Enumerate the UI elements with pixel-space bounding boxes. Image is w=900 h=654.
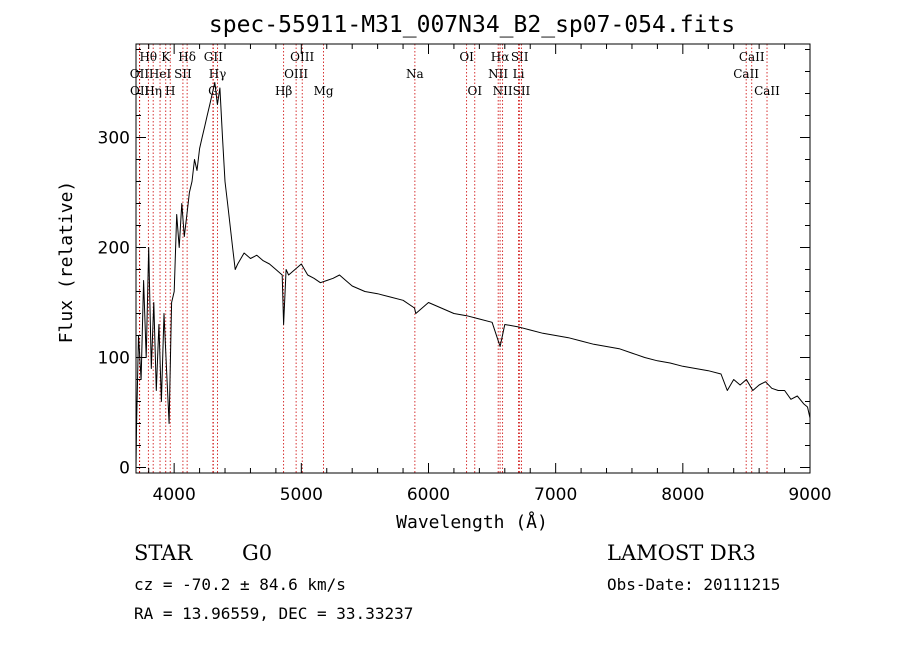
line-marker-label-15: Mg bbox=[314, 84, 334, 98]
x-tick-label-3: 7000 bbox=[534, 485, 577, 505]
line-marker-label-5: K bbox=[161, 50, 171, 64]
survey-name: LAMOST DR3 bbox=[607, 541, 756, 565]
x-tick-label-2: 6000 bbox=[407, 485, 450, 505]
line-marker-label-17: OI bbox=[459, 50, 474, 64]
line-marker-label-19: Hα bbox=[491, 50, 510, 64]
line-marker-label-18: OI bbox=[467, 84, 482, 98]
series-line-flux bbox=[135, 82, 811, 468]
x-axis-label: Wavelength (Å) bbox=[396, 511, 548, 533]
y-tick-label-2: 200 bbox=[98, 239, 130, 259]
line-marker-label-14: OIII bbox=[284, 67, 308, 81]
tick-group: 4000 5000 6000 7000 8000 9000 0 100 200 300 bbox=[98, 44, 832, 505]
object-subclass: G0 bbox=[242, 541, 272, 565]
line-marker-label-20: NII bbox=[488, 67, 508, 81]
plot-frame bbox=[135, 43, 811, 474]
line-marker-label-4: Hη bbox=[144, 84, 162, 98]
x-tick-label-1: 5000 bbox=[280, 485, 323, 505]
line-marker-label-3: HeI bbox=[149, 67, 172, 81]
line-marker-label-22: SII bbox=[511, 50, 529, 64]
line-marker-label-16: Na bbox=[406, 67, 424, 81]
x-tick-label-0: 4000 bbox=[153, 485, 196, 505]
line-marker-label-9: GII bbox=[204, 50, 223, 64]
line-marker-label-1: OII bbox=[130, 67, 150, 81]
redshift-readout: cz = -70.2 ± 84.6 km/s bbox=[134, 575, 346, 594]
y-tick-label-0: 0 bbox=[119, 459, 130, 479]
line-marker-label-27: CaII bbox=[754, 84, 780, 98]
x-tick-label-5: 9000 bbox=[788, 485, 831, 505]
x-tick-label-4: 8000 bbox=[661, 485, 704, 505]
coordinates-readout: RA = 13.96559, DEC = 33.33237 bbox=[134, 604, 413, 623]
series-group bbox=[135, 82, 811, 468]
line-marker-label-8: Hδ bbox=[178, 50, 196, 64]
line-marker-label-0: Hθ bbox=[139, 50, 157, 64]
line-marker-label-7: H bbox=[165, 84, 175, 98]
line-marker-label-6: SII bbox=[174, 67, 192, 81]
line-marker-label-21: NII bbox=[493, 84, 513, 98]
y-tick-label-1: 100 bbox=[98, 349, 130, 369]
line-marker-label-12: Hβ bbox=[275, 84, 292, 98]
line-marker-label-13: OIII bbox=[290, 50, 314, 64]
chart-title: spec-55911-M31_007N34_B2_sp07-054.fits bbox=[209, 12, 735, 38]
y-tick-label-3: 300 bbox=[98, 129, 130, 149]
line-marker-label-2: OII bbox=[130, 84, 150, 98]
line-marker-label-23: Li bbox=[513, 67, 525, 81]
y-axis-label: Flux (relative) bbox=[56, 181, 77, 344]
line-marker-label-24: SII bbox=[513, 84, 531, 98]
object-class: STAR bbox=[134, 541, 193, 565]
line-marker-label-25: CaII bbox=[739, 50, 765, 64]
observation-date: Obs-Date: 20111215 bbox=[607, 575, 780, 594]
line-marker-label-26: CaII bbox=[733, 67, 759, 81]
line-marker-label-10: Hγ bbox=[209, 67, 227, 81]
